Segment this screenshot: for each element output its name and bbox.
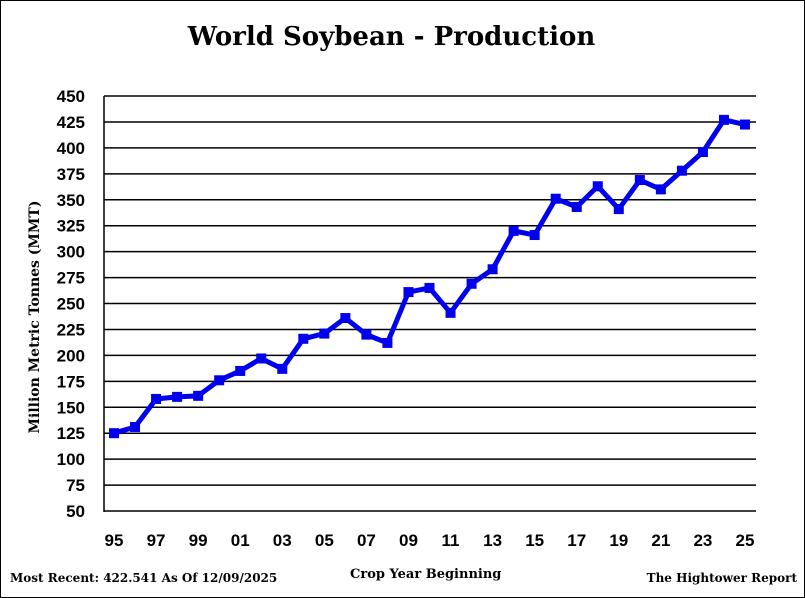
x-tick-label: 25	[736, 531, 755, 550]
x-tick-label: 09	[399, 531, 418, 550]
y-tick-label: 325	[57, 217, 85, 236]
x-tick-label: 21	[651, 531, 670, 550]
y-tick-label: 225	[57, 320, 85, 339]
data-point	[697, 147, 708, 158]
data-point	[235, 365, 246, 376]
data-point	[508, 225, 519, 236]
y-tick-label: 125	[57, 424, 85, 443]
y-tick-label: 150	[57, 398, 85, 417]
data-point	[130, 421, 141, 432]
x-tick-label: 97	[147, 531, 166, 550]
data-point	[592, 181, 603, 192]
data-point	[529, 230, 540, 241]
source-credit: The Hightower Report	[646, 571, 797, 585]
data-point	[740, 119, 750, 130]
data-point	[109, 428, 119, 439]
y-tick-label: 425	[57, 113, 85, 132]
y-tick-label: 50	[66, 502, 85, 521]
data-point	[571, 202, 582, 213]
x-tick-label: 03	[273, 531, 292, 550]
x-tick-label: 23	[693, 531, 712, 550]
chart-title: World Soybean - Production	[187, 22, 596, 52]
y-tick-label: 375	[57, 165, 85, 184]
data-point	[298, 333, 309, 344]
x-tick-label: 05	[315, 531, 334, 550]
data-point	[319, 328, 330, 339]
y-tick-label: 200	[57, 346, 85, 365]
data-point	[718, 114, 729, 125]
data-point	[340, 313, 351, 324]
data-point	[403, 287, 414, 298]
data-point	[256, 353, 267, 364]
y-tick-label: 75	[66, 476, 85, 495]
y-tick-label: 275	[57, 269, 85, 288]
data-point	[487, 264, 498, 275]
x-axis-label: Crop Year Beginning	[350, 567, 502, 582]
y-tick-label: 450	[57, 87, 85, 106]
y-tick-label: 300	[57, 243, 85, 262]
y-tick-label: 100	[57, 450, 85, 469]
data-point	[466, 278, 477, 289]
x-tick-label: 07	[357, 531, 376, 550]
y-tick-label: 250	[57, 295, 85, 314]
data-point	[193, 390, 204, 401]
x-tick-label: 19	[609, 531, 628, 550]
data-point	[613, 204, 624, 215]
x-tick-label: 99	[189, 531, 208, 550]
data-point	[382, 337, 393, 348]
data-point	[655, 184, 666, 195]
y-tick-label: 350	[57, 191, 85, 210]
data-point	[550, 193, 561, 204]
data-point	[634, 175, 645, 186]
most-recent-note: Most Recent: 422.541 As Of 12/09/2025	[10, 571, 278, 585]
x-tick-label: 17	[567, 531, 586, 550]
x-tick-label: 01	[231, 531, 250, 550]
y-tick-label: 175	[57, 372, 85, 391]
data-point	[151, 393, 162, 404]
data-point	[676, 165, 687, 176]
x-tick-label: 13	[483, 531, 502, 550]
y-tick-label: 400	[57, 139, 85, 158]
data-point	[277, 363, 288, 374]
x-tick-label: 95	[105, 531, 124, 550]
data-point	[424, 282, 435, 293]
x-tick-label: 11	[442, 531, 460, 550]
x-tick-label: 15	[525, 531, 544, 550]
data-point	[214, 375, 225, 386]
data-point	[361, 329, 372, 340]
data-point	[172, 391, 183, 402]
series-line	[113, 117, 746, 436]
data-point	[445, 307, 456, 318]
